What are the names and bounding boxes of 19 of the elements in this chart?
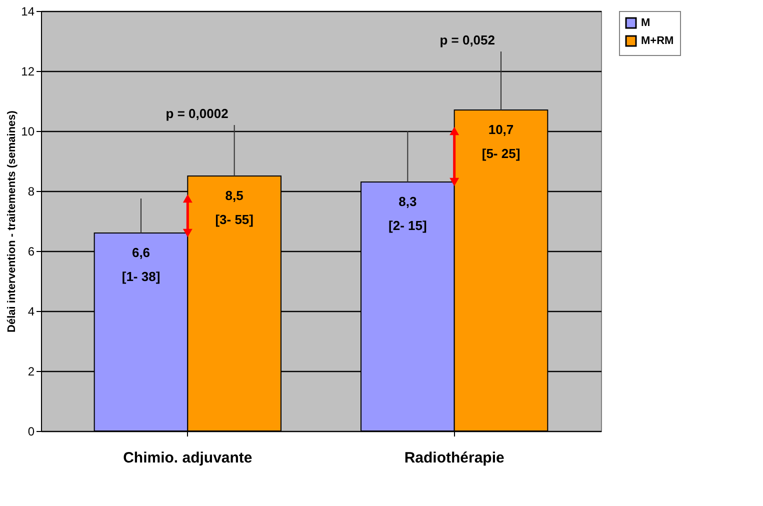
data-label: 8,5 [3- 55]	[215, 188, 254, 227]
y-tick-label: 0	[28, 424, 35, 438]
y-tick-label: 12	[21, 64, 35, 78]
annotation: p = 0,052	[440, 32, 495, 48]
data-label: 6,6 [1- 38]	[122, 245, 160, 284]
data-label: 10,7 [5- 25]	[482, 122, 520, 161]
x-tick-label: Radiothérapie	[404, 450, 504, 466]
data-label: 8,3 [2- 15]	[388, 194, 427, 233]
y-tick-label: 6	[28, 244, 35, 258]
y-tick-label: 8	[28, 184, 35, 198]
legend-label: M	[641, 17, 650, 29]
legend-label: M+RM	[641, 35, 674, 47]
y-tick-label: 10	[21, 124, 35, 138]
y-tick-label: 4	[28, 304, 35, 318]
y-tick-label: 14	[21, 4, 35, 18]
y-axis-title: Délai intervention - traitements (semaines)	[6, 110, 18, 332]
annotation: p = 0,0002	[166, 106, 228, 121]
x-tick-label: Chimio. adjuvante	[123, 450, 252, 466]
y-tick-label: 2	[28, 364, 35, 378]
